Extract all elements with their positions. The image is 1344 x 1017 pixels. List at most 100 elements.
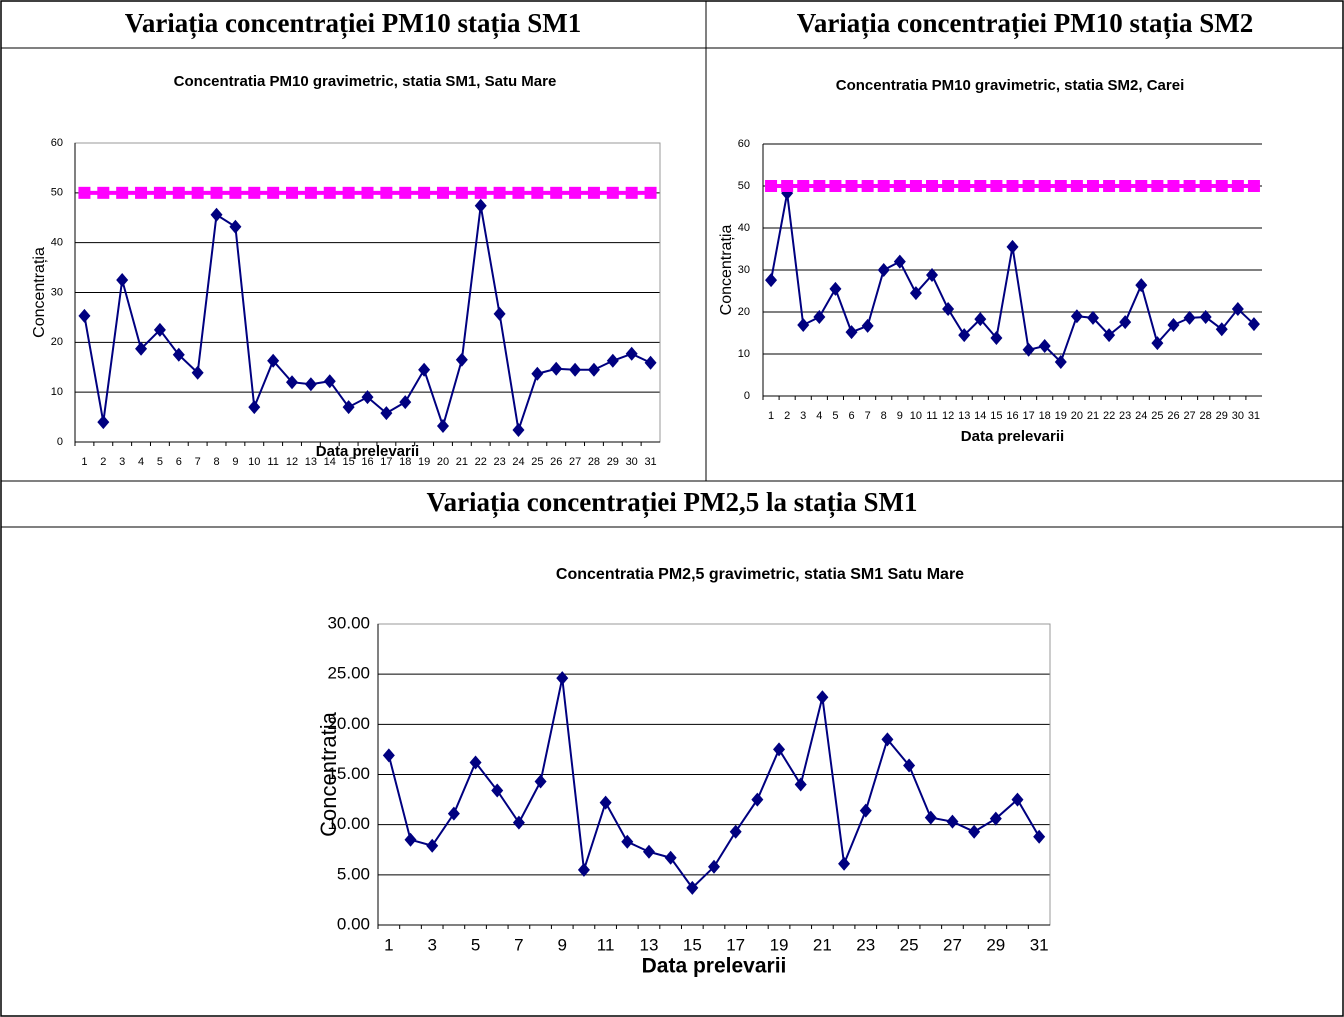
marker <box>926 268 939 283</box>
x-tick-label: 6 <box>176 456 182 468</box>
x-tick-label: 7 <box>195 456 201 468</box>
x-tick-label: 11 <box>597 935 615 954</box>
marker <box>286 375 299 390</box>
marker <box>531 186 544 199</box>
marker <box>794 777 807 792</box>
y-tick-label: 20.00 <box>327 714 370 733</box>
marker <box>1167 318 1180 333</box>
marker <box>172 186 185 199</box>
chart-title: Concentratia PM2,5 gravimetric, statia S… <box>555 566 965 583</box>
x-tick-label: 12 <box>286 456 298 468</box>
marker <box>97 415 110 430</box>
x-tick-label: 25 <box>531 456 543 468</box>
marker <box>861 180 874 192</box>
x-tick-label: 3 <box>800 410 806 422</box>
x-tick-label: 16 <box>361 456 373 468</box>
marker <box>974 180 987 192</box>
marker <box>1215 180 1228 192</box>
x-tick-label: 11 <box>267 456 278 468</box>
marker <box>903 758 916 773</box>
marker <box>569 186 582 199</box>
marker <box>569 362 582 377</box>
marker <box>304 377 317 392</box>
marker <box>845 325 858 340</box>
marker <box>436 419 449 434</box>
marker <box>248 186 261 199</box>
x-tick-label: 22 <box>475 456 487 468</box>
marker <box>625 186 638 199</box>
x-tick-label: 27 <box>1183 410 1195 422</box>
x-tick-label: 29 <box>1216 410 1228 422</box>
x-tick-label: 7 <box>865 410 871 422</box>
y-tick-label: 30.00 <box>327 613 370 632</box>
marker <box>323 186 336 199</box>
x-tick-label: 15 <box>990 410 1002 422</box>
x-tick-label: 12 <box>942 410 954 422</box>
x-tick-label: 3 <box>119 456 125 468</box>
marker <box>534 774 547 789</box>
marker <box>1086 310 1099 325</box>
marker <box>323 374 336 389</box>
x-tick-label: 23 <box>1119 410 1131 422</box>
marker <box>1038 339 1051 354</box>
marker <box>1022 342 1035 357</box>
marker <box>1103 180 1116 192</box>
marker <box>1011 792 1024 807</box>
x-tick-label: 5 <box>832 410 838 422</box>
marker <box>248 400 261 415</box>
marker <box>116 186 129 199</box>
marker <box>1033 829 1046 844</box>
x-tick-label: 17 <box>726 935 745 954</box>
marker <box>267 186 280 199</box>
marker <box>990 331 1003 346</box>
y-tick-label: 50 <box>51 187 63 199</box>
marker <box>797 318 810 333</box>
marker <box>229 186 242 199</box>
marker <box>813 310 826 325</box>
marker <box>1183 180 1196 192</box>
marker <box>382 748 395 763</box>
y-tick-label: 30 <box>51 286 63 298</box>
y-tick-label: 60 <box>51 137 63 149</box>
marker <box>909 180 922 192</box>
marker <box>838 856 851 871</box>
marker <box>893 254 906 269</box>
x-tick-label: 18 <box>399 456 411 468</box>
marker <box>587 186 600 199</box>
marker <box>1006 239 1019 254</box>
marker <box>399 395 412 410</box>
marker <box>550 361 563 376</box>
marker <box>1119 180 1132 192</box>
marker <box>606 186 619 199</box>
marker <box>664 850 677 865</box>
marker <box>135 186 148 199</box>
marker <box>426 838 439 853</box>
x-tick-label: 10 <box>910 410 922 422</box>
x-tick-label: 8 <box>213 456 219 468</box>
x-tick-label: 1 <box>384 935 393 954</box>
x-tick-label: 9 <box>232 456 238 468</box>
marker <box>210 207 223 222</box>
marker <box>599 795 612 810</box>
marker <box>926 180 939 192</box>
marker <box>781 180 794 192</box>
series-line <box>770 192 1255 364</box>
x-tick-label: 6 <box>848 410 854 422</box>
x-tick-label: 25 <box>1151 410 1163 422</box>
marker <box>881 732 894 747</box>
marker <box>1247 180 1260 192</box>
x-tick-label: 29 <box>607 456 619 468</box>
marker <box>1086 180 1099 192</box>
x-tick-label: 31 <box>644 456 656 468</box>
marker <box>491 783 504 798</box>
x-tick-label: 2 <box>100 456 106 468</box>
x-tick-label: 19 <box>770 935 789 954</box>
marker <box>1135 278 1148 293</box>
marker <box>455 186 468 199</box>
x-tick-label: 23 <box>856 935 875 954</box>
marker <box>644 355 657 370</box>
marker <box>493 186 506 199</box>
marker <box>1103 328 1116 343</box>
y-tick-label: 20 <box>51 336 63 348</box>
